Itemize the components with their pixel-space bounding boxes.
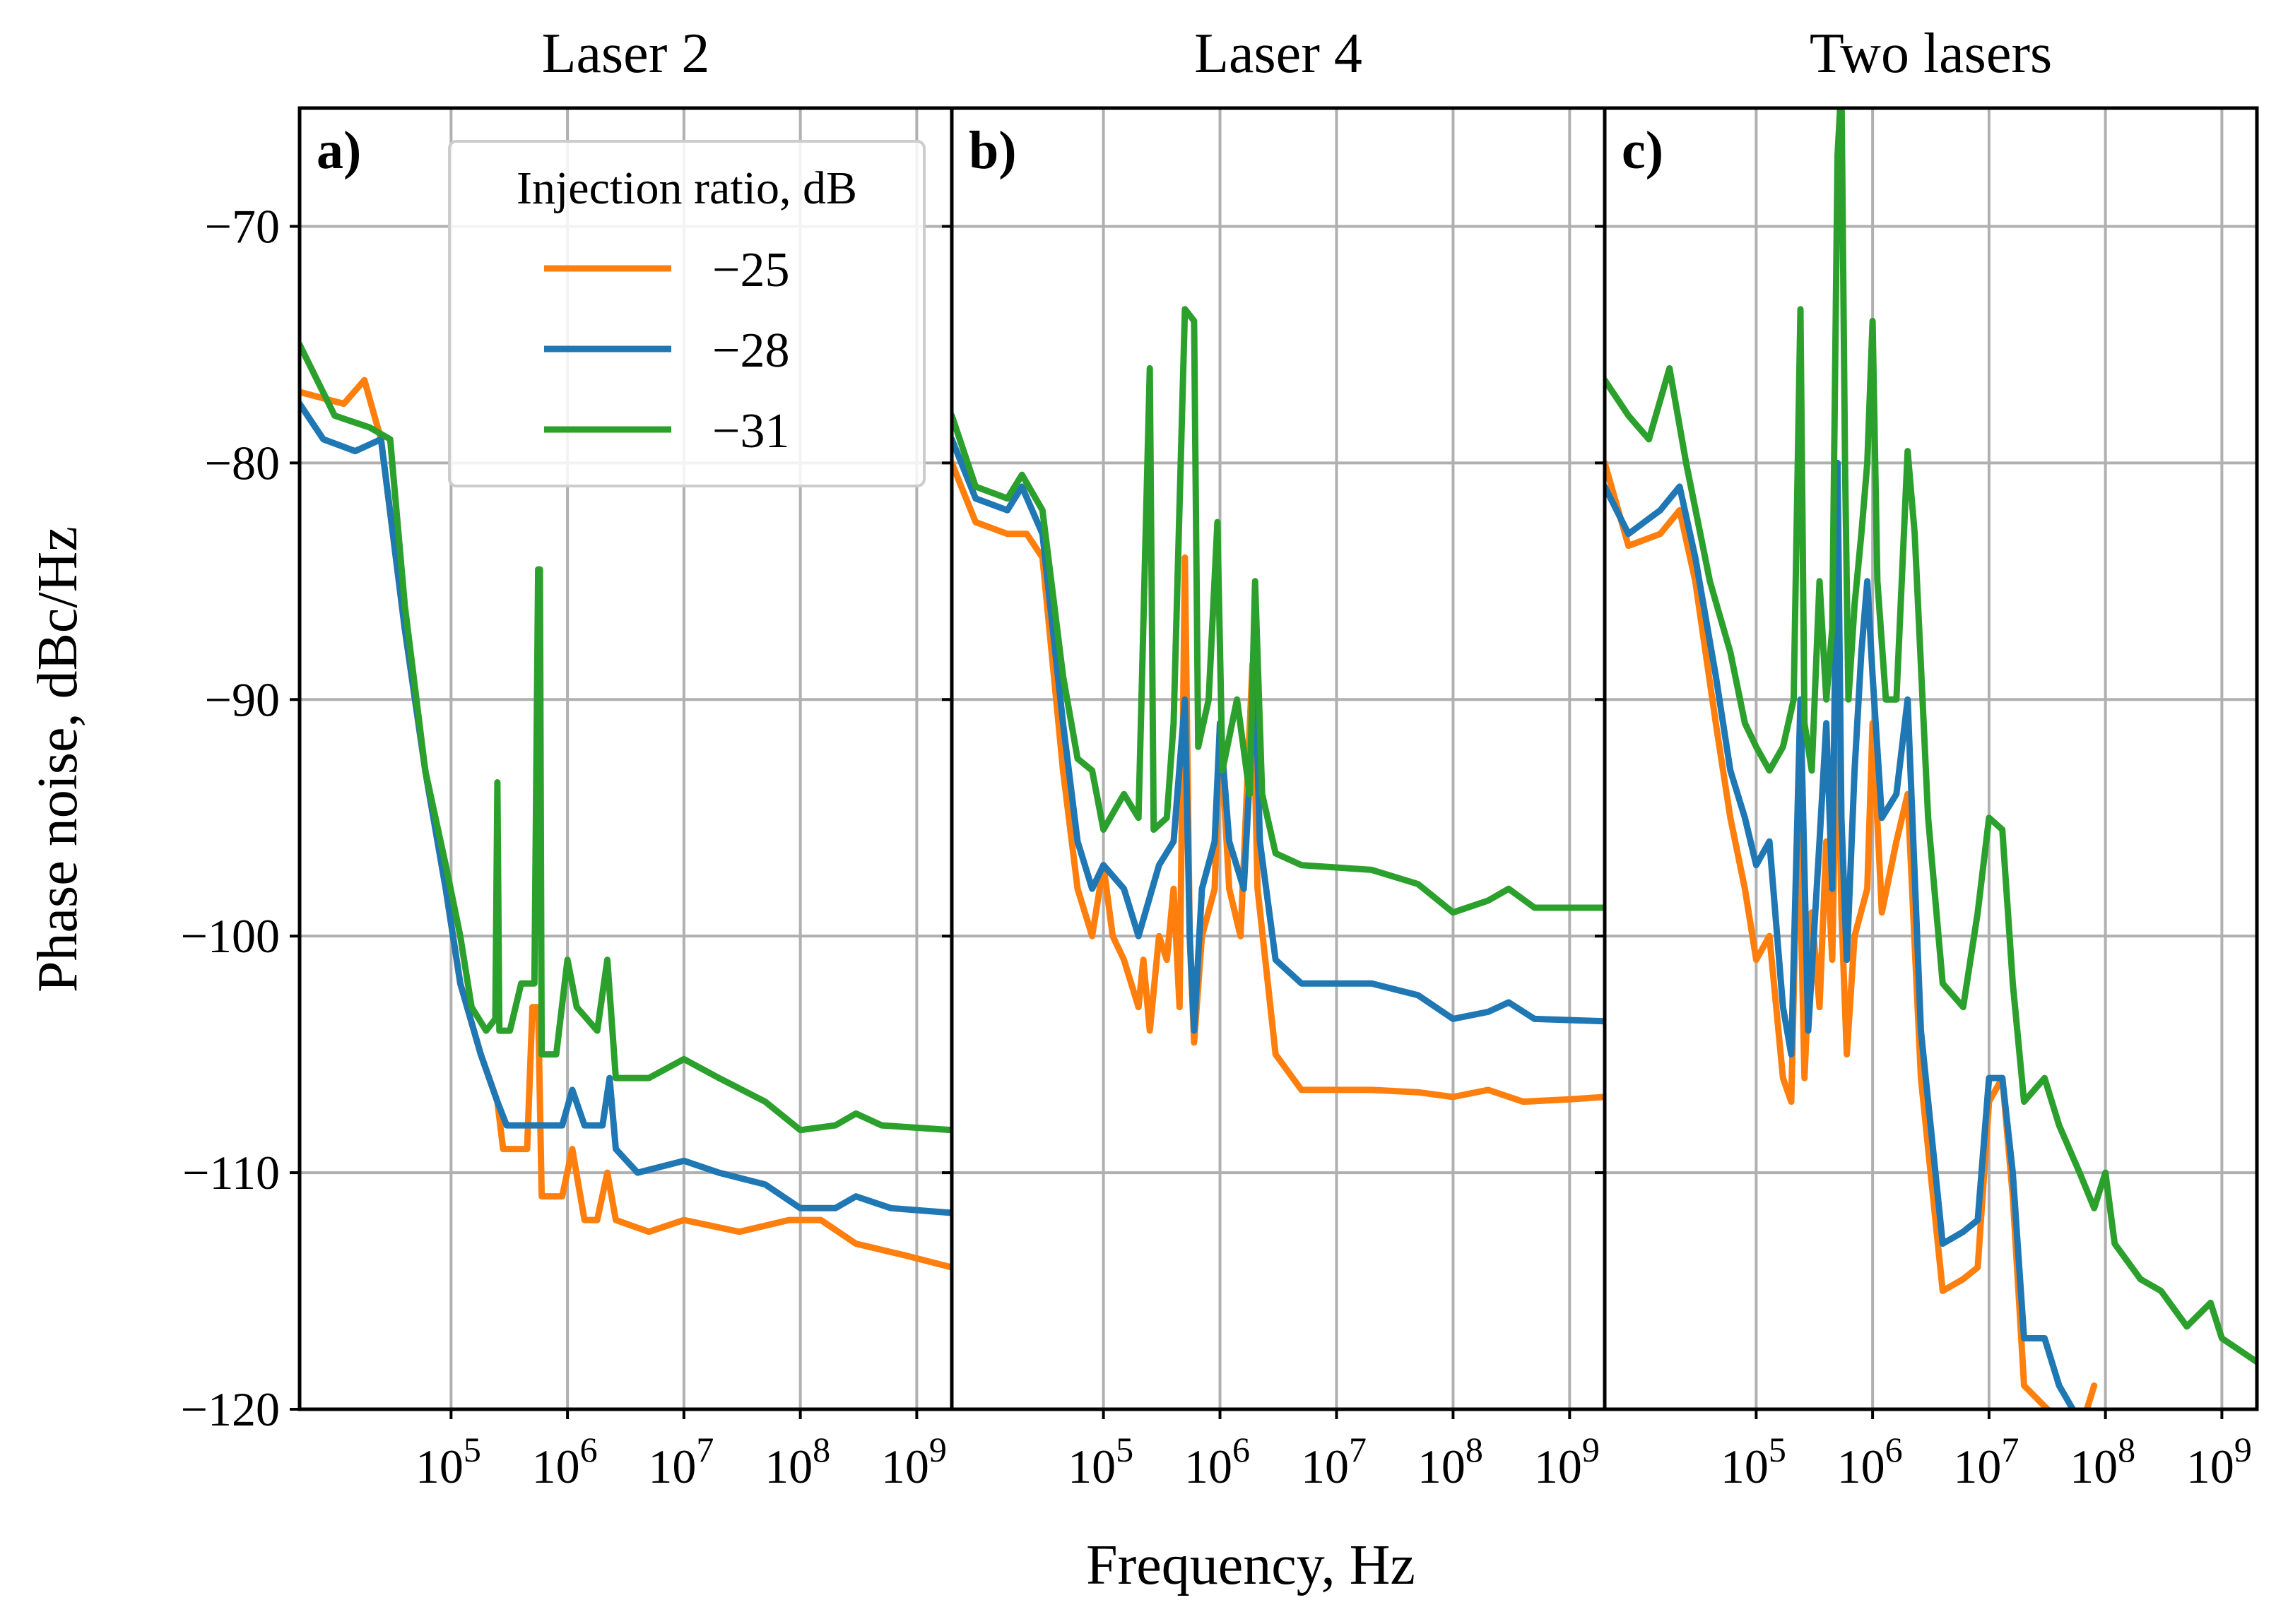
x-tick-base: 10 [765, 1440, 813, 1493]
x-tick-exponent: 9 [1582, 1430, 1600, 1469]
x-tick-label: 107 [1953, 1430, 2019, 1493]
y-tick-label: −90 [205, 672, 280, 726]
x-tick-base: 10 [1953, 1440, 2001, 1493]
x-tick-label: 105 [1721, 1430, 1786, 1493]
y-tick-label: −100 [181, 909, 280, 963]
legend-label: −25 [712, 243, 789, 297]
x-tick-label: 106 [1837, 1430, 1903, 1493]
x-tick-label: 107 [1301, 1430, 1367, 1493]
x-tick-exponent: 6 [1232, 1430, 1250, 1469]
panel-frame [950, 106, 1607, 1411]
x-tick-exponent: 9 [929, 1430, 947, 1469]
x-tick-exponent: 8 [1466, 1430, 1483, 1469]
x-tick-label: 108 [1417, 1430, 1483, 1493]
x-axis-label: Frequency, Hz [1086, 1534, 1415, 1596]
series-line [952, 459, 1605, 1106]
x-tick-base: 10 [1534, 1440, 1582, 1493]
x-tick-label: 108 [2070, 1430, 2135, 1493]
legend-title: Injection ratio, dB [517, 162, 857, 214]
x-tick-base: 10 [881, 1440, 929, 1493]
y-tick-label: −110 [182, 1146, 280, 1199]
series-line [300, 341, 952, 1134]
x-tick-exponent: 6 [1885, 1430, 1903, 1469]
x-tick-base: 10 [532, 1440, 580, 1493]
panel-title: Laser 2 [542, 23, 710, 85]
y-tick-label: −120 [181, 1382, 280, 1436]
x-tick-label: 106 [1184, 1430, 1250, 1493]
x-tick-exponent: 7 [2001, 1430, 2019, 1469]
x-tick-exponent: 8 [813, 1430, 830, 1469]
x-tick-label: 105 [415, 1430, 481, 1493]
panel-letter: a) [317, 121, 361, 180]
series-line [952, 436, 1605, 1034]
legend-label: −31 [712, 404, 789, 458]
series-line [1605, 459, 2077, 1409]
x-tick-label: 106 [532, 1430, 598, 1493]
x-tick-base: 10 [1837, 1440, 1885, 1493]
legend-label: −28 [712, 324, 789, 378]
x-tick-label: 109 [881, 1430, 947, 1493]
x-tick-exponent: 5 [1116, 1430, 1133, 1469]
series-line [952, 306, 1605, 916]
x-tick-exponent: 7 [1349, 1430, 1367, 1469]
panel-letter: c) [1622, 121, 1663, 180]
x-tick-base: 10 [1721, 1440, 1769, 1493]
x-tick-base: 10 [1417, 1440, 1466, 1493]
legend-box [448, 140, 926, 487]
x-tick-base: 10 [1068, 1440, 1116, 1493]
x-tick-base: 10 [648, 1440, 696, 1493]
x-tick-exponent: 9 [2234, 1430, 2252, 1469]
x-tick-label: 109 [1534, 1430, 1600, 1493]
y-axis-label: Phase noise, dBc/Hz [27, 526, 89, 992]
panel-title: Laser 4 [1194, 23, 1362, 85]
x-tick-base: 10 [1184, 1440, 1232, 1493]
x-tick-base: 10 [2186, 1440, 2234, 1493]
x-tick-label: 105 [1068, 1430, 1133, 1493]
x-tick-base: 10 [415, 1440, 464, 1493]
x-tick-label: 109 [2186, 1430, 2252, 1493]
x-tick-exponent: 6 [580, 1430, 598, 1469]
x-tick-exponent: 8 [2118, 1430, 2135, 1469]
x-tick-label: 107 [648, 1430, 714, 1493]
panel-letter: b) [969, 121, 1017, 180]
y-tick-label: −80 [205, 436, 280, 490]
x-tick-exponent: 5 [464, 1430, 481, 1469]
x-tick-label: 108 [765, 1430, 830, 1493]
x-tick-exponent: 5 [1769, 1430, 1786, 1469]
panel-title: Two lasers [1810, 23, 2052, 85]
series-line [1605, 108, 2257, 1365]
x-tick-exponent: 7 [696, 1430, 714, 1469]
y-tick-label: −70 [205, 199, 280, 253]
x-tick-base: 10 [1301, 1440, 1349, 1493]
x-tick-base: 10 [2070, 1440, 2118, 1493]
panel-frame [1603, 106, 2259, 1411]
